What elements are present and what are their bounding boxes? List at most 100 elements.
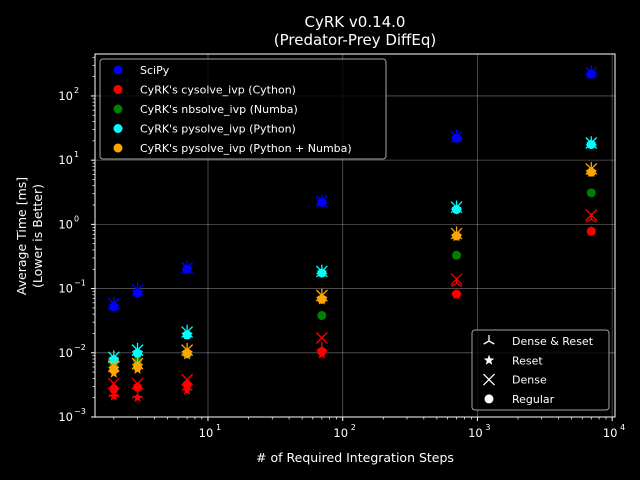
data-point-reset — [181, 329, 193, 340]
data-point-dense_reset — [585, 136, 597, 146]
data-point-reset — [181, 263, 193, 274]
data-point-dense — [131, 377, 144, 390]
data-point-dense — [181, 373, 194, 386]
x-axis-label: # of Required Integration Steps — [256, 450, 454, 465]
data-point-reset — [108, 390, 120, 401]
series-legend: SciPy CyRK's cysolve_ivp (Cython) CyRK's n… — [99, 58, 387, 160]
data-point-dense_reset — [585, 213, 597, 223]
legend-box — [99, 58, 387, 160]
data-point-dense — [107, 377, 120, 390]
data-point-reset — [181, 384, 193, 395]
data-point-dense — [315, 332, 328, 344]
data-point-dense_reset — [451, 129, 463, 140]
data-point-dense_reset — [451, 277, 463, 288]
data-point-reset — [108, 353, 120, 364]
legend-marker — [113, 124, 123, 133]
data-point-regular — [452, 250, 462, 260]
legend-label: CyRK's pysolve_ivp (Python) — [140, 123, 296, 136]
y-tick-label: 10 — [58, 217, 73, 231]
data-point-dense_reset — [108, 296, 120, 307]
data-point-dense_reset — [451, 226, 463, 236]
marker-legend-label: Reset — [512, 354, 543, 367]
x-tick-exponent: 2 — [351, 423, 356, 432]
data-point-reset — [181, 349, 193, 360]
legend-marker — [113, 65, 123, 75]
data-point-dense_reset — [451, 200, 463, 211]
data-point-reset — [586, 225, 597, 236]
data-point-dense_reset — [585, 162, 597, 172]
y-axis-label-secondary: (Lower is Better) — [30, 184, 45, 288]
legend-label: CyRK's pysolve_ivp (Python + Numba) — [140, 142, 352, 155]
data-point-dense — [107, 360, 120, 373]
marker-legend-label: Regular — [512, 393, 555, 406]
x-tick-label: 10 — [468, 426, 483, 440]
data-point-dense_reset — [131, 355, 144, 366]
data-point-reset — [108, 367, 120, 378]
data-point-dense_reset — [316, 264, 328, 275]
legend-label: CyRK's nbsolve_ivp (Numba) — [140, 103, 298, 116]
y-tick-label: 10 — [58, 153, 73, 167]
data-point-dense_reset — [316, 288, 328, 299]
data-point-dense_reset — [181, 324, 193, 335]
x-tick-label: 10 — [199, 426, 214, 440]
data-point-dense_reset — [585, 65, 597, 76]
marker-legend-label: Dense — [512, 374, 547, 387]
data-point-reset — [586, 167, 597, 178]
x-tick-label: 10 — [333, 426, 348, 440]
y-tick-exponent: −3 — [74, 407, 86, 416]
data-point-reset — [451, 289, 462, 300]
data-point-dense_reset — [181, 260, 193, 271]
y-tick-exponent: 2 — [74, 86, 79, 95]
y-tick-exponent: −2 — [74, 343, 86, 352]
data-point-reset — [451, 203, 462, 214]
data-point-reset — [451, 132, 462, 143]
data-point-reset — [316, 294, 328, 305]
data-point-dense_reset — [108, 358, 120, 369]
data-point-reset — [316, 348, 328, 359]
legend-marker — [113, 104, 123, 114]
data-point-dense — [131, 357, 144, 370]
y-tick-label: 10 — [58, 89, 73, 103]
data-point-dense_reset — [181, 381, 193, 391]
x-tick-exponent: 4 — [620, 423, 625, 432]
legend-marker — [113, 85, 123, 94]
y-tick-exponent: −1 — [74, 279, 86, 288]
marker-legend-symbol — [483, 335, 495, 345]
chart-title: CyRK v0.14.0 — [305, 13, 406, 31]
marker-legend-label: Dense & Reset — [512, 335, 594, 348]
x-tick-label: 10 — [603, 426, 618, 440]
y-tick-label: 10 — [58, 410, 73, 424]
data-point-dense_reset — [131, 389, 144, 399]
data-point-reset — [132, 363, 143, 374]
y-tick-label: 10 — [58, 346, 73, 360]
x-tick-exponent: 1 — [216, 423, 221, 432]
data-point-reset — [586, 138, 597, 149]
data-point-reset — [586, 68, 597, 79]
marker-legend-box — [471, 329, 610, 411]
marker-legend-symbol — [484, 394, 494, 404]
data-point-dense_reset — [316, 194, 328, 205]
y-tick-exponent: 1 — [74, 150, 79, 159]
data-point-reset — [132, 392, 143, 403]
data-point-dense_reset — [108, 350, 120, 360]
axis-ticks: 10 1 10 2 10 3 10 410 −310 −210 −110 010 110 2 — [58, 56, 625, 440]
data-point-reset — [132, 347, 143, 358]
data-point-reset — [451, 231, 462, 242]
data-point-regular — [317, 311, 327, 321]
y-tick-label: 10 — [58, 282, 73, 296]
data-point-regular — [586, 188, 596, 198]
data-point-reset — [316, 196, 328, 207]
legend-marker — [113, 143, 123, 153]
data-point-reset — [316, 267, 328, 277]
marker-legend-symbol — [483, 354, 495, 365]
marker-legend-symbol — [483, 373, 495, 386]
legend-label: CyRK's cysolve_ivp (Cython) — [140, 84, 296, 97]
chart-subtitle: (Predator-Prey DiffEq) — [274, 31, 437, 49]
data-point-reset — [108, 300, 120, 311]
y-axis-label: Average Time [ms] — [14, 177, 29, 295]
legend-label: SciPy — [140, 64, 170, 77]
plot-frame — [94, 53, 616, 418]
x-tick-exponent: 3 — [485, 423, 490, 432]
data-point-dense_reset — [131, 342, 144, 353]
